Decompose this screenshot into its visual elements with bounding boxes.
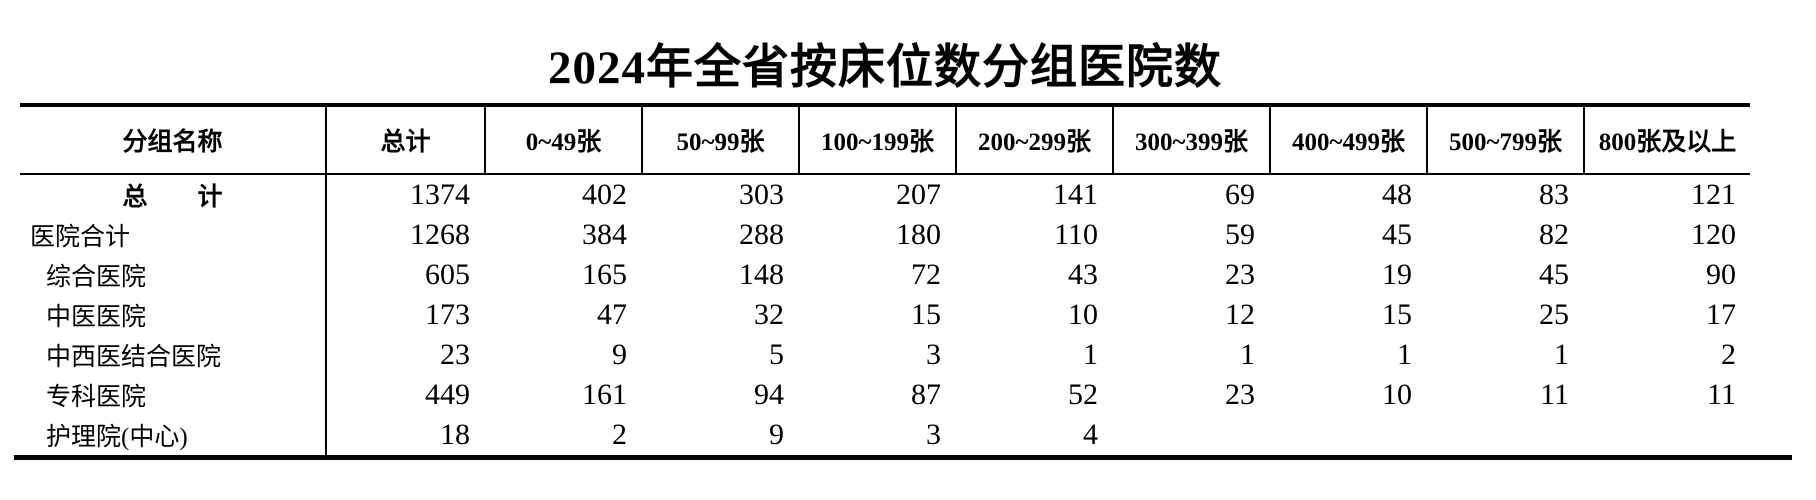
- cell-value: 59: [1225, 218, 1255, 251]
- cell-value: 18: [440, 418, 470, 451]
- cell-value: 3: [926, 418, 941, 451]
- column-header-200-299: 200~299张: [955, 107, 1112, 175]
- cell-value: 1: [1240, 338, 1255, 371]
- cell-value: 94: [754, 378, 784, 411]
- cell-value: 402: [582, 178, 627, 211]
- cell-value: 25: [1539, 298, 1569, 331]
- cell-value: 1268: [410, 218, 470, 251]
- cell-value: 15: [911, 298, 941, 331]
- column-header-800-plus: 800张及以上: [1583, 107, 1750, 175]
- cell-value: 48: [1382, 178, 1412, 211]
- cell-value: 12: [1225, 298, 1255, 331]
- cell-value: 1: [1554, 338, 1569, 371]
- cell-value: 45: [1539, 258, 1569, 291]
- cell-value: 15: [1382, 298, 1412, 331]
- cell-value: 23: [1225, 378, 1255, 411]
- cell-value: 288: [739, 218, 784, 251]
- column-header-total: 总计: [327, 107, 484, 175]
- column-header-300-399: 300~399张: [1112, 107, 1269, 175]
- cell-value: 10: [1068, 298, 1098, 331]
- row-label-general-hospital: 综合医院: [20, 255, 327, 295]
- row-label-integrated-hospital: 中西医结合医院: [20, 335, 327, 375]
- cell-value: 121: [1691, 178, 1736, 211]
- cell-value: 69: [1225, 178, 1255, 211]
- cell-value: 11: [1707, 378, 1736, 411]
- cell-value: 9: [612, 338, 627, 371]
- cell-value: 4: [1083, 418, 1098, 451]
- cell-value: 17: [1706, 298, 1736, 331]
- cell-value: 2: [612, 418, 627, 451]
- column-header-group-name: 分组名称: [20, 107, 327, 175]
- cell-value: 3: [926, 338, 941, 371]
- column-header-400-499: 400~499张: [1269, 107, 1426, 175]
- cell-value: 173: [425, 298, 470, 331]
- cell-value: 161: [582, 378, 627, 411]
- cell-value: 110: [1054, 218, 1098, 251]
- cell-value: 165: [582, 258, 627, 291]
- cell-value: 605: [425, 258, 470, 291]
- column-header-0-49: 0~49张: [484, 107, 641, 175]
- table-bottom-rule: [14, 455, 1792, 460]
- cell-value: 10: [1382, 378, 1412, 411]
- cell-value: 120: [1691, 218, 1736, 251]
- row-label-hospital-total: 医院合计: [20, 215, 327, 255]
- cell-value: 5: [769, 338, 784, 371]
- cell-value: 141: [1053, 178, 1098, 211]
- cell-value: 23: [440, 338, 470, 371]
- cell-value: 1374: [410, 178, 470, 211]
- row-label-tcm-hospital: 中医医院: [20, 295, 327, 335]
- cell-value: 90: [1706, 258, 1736, 291]
- cell-value: 303: [739, 178, 784, 211]
- cell-value: 11: [1540, 378, 1569, 411]
- cell-value: 72: [911, 258, 941, 291]
- cell-value: [1269, 415, 1426, 455]
- row-label-nursing-home: 护理院(中心): [20, 415, 327, 455]
- cell-value: 23: [1225, 258, 1255, 291]
- cell-value: 180: [896, 218, 941, 251]
- cell-value: 9: [769, 418, 784, 451]
- hospital-bed-group-table: 分组名称 总计 0~49张 50~99张 100~199张 200~299张 3…: [20, 103, 1750, 455]
- page-title: 2024年全省按床位数分组医院数: [548, 42, 1222, 94]
- cell-value: [1426, 415, 1583, 455]
- cell-value: 87: [911, 378, 941, 411]
- cell-value: 47: [597, 298, 627, 331]
- cell-value: 32: [754, 298, 784, 331]
- cell-value: 449: [425, 378, 470, 411]
- cell-value: 52: [1068, 378, 1098, 411]
- cell-value: 2: [1721, 338, 1736, 371]
- cell-value: 207: [896, 178, 941, 211]
- column-header-50-99: 50~99张: [641, 107, 798, 175]
- cell-value: [1583, 415, 1750, 455]
- row-label-total: 总 计: [20, 175, 327, 215]
- row-label-specialized-hospital: 专科医院: [20, 375, 327, 415]
- column-header-500-799: 500~799张: [1426, 107, 1583, 175]
- cell-value: 1: [1397, 338, 1412, 371]
- cell-value: 82: [1539, 218, 1569, 251]
- column-header-100-199: 100~199张: [798, 107, 955, 175]
- cell-value: 45: [1382, 218, 1412, 251]
- cell-value: 384: [582, 218, 627, 251]
- cell-value: 1: [1083, 338, 1098, 371]
- cell-value: [1112, 415, 1269, 455]
- cell-value: 83: [1539, 178, 1569, 211]
- cell-value: 43: [1068, 258, 1098, 291]
- cell-value: 19: [1382, 258, 1412, 291]
- cell-value: 148: [739, 258, 784, 291]
